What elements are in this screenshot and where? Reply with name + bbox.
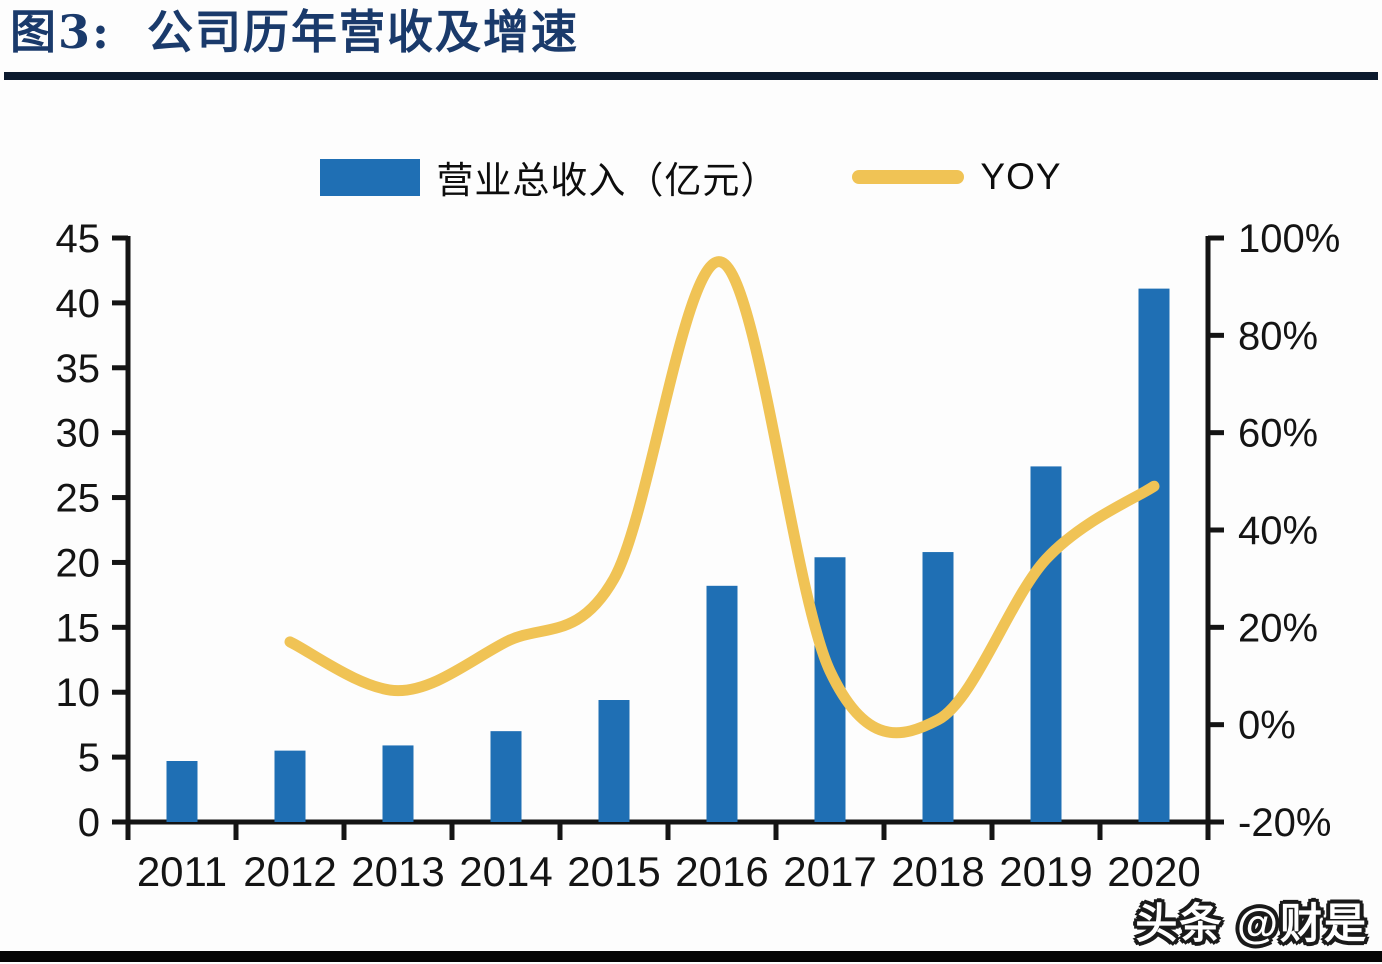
x-tick-label-2012: 2012 (243, 848, 336, 895)
y-left-tick-label: 20 (56, 541, 101, 585)
y-left-tick-label: 15 (56, 606, 101, 650)
y-right-tick-label: -20% (1238, 801, 1331, 845)
y-left-tick-label: 0 (78, 801, 100, 845)
legend-label-revenue: 营业总收入（亿元） (436, 160, 779, 201)
figure-title: 图3: 公司历年营收及增速 (10, 5, 580, 59)
x-tick-label-2020: 2020 (1107, 848, 1200, 895)
y-left-tick-label: 30 (56, 412, 101, 456)
x-tick-label-2016: 2016 (675, 848, 768, 895)
title-underline-rule (4, 72, 1378, 80)
bar-2014 (490, 731, 522, 822)
y-right-tick-label: 0% (1238, 704, 1296, 748)
yoy-line-swatch (852, 170, 965, 184)
legend-label-yoy: YOY (980, 156, 1062, 197)
bar-2020 (1138, 288, 1170, 822)
y-right-tick-label: 40% (1238, 509, 1318, 553)
revenue-bar-swatch (320, 158, 421, 196)
x-tick-label-2013: 2013 (351, 848, 444, 895)
bar-2012 (274, 750, 306, 822)
legend-item-yoy: YOY (852, 156, 1061, 198)
y-left-tick-label: 40 (56, 282, 101, 326)
bar-2016 (706, 585, 738, 822)
y-right-tick-label: 80% (1238, 314, 1318, 358)
x-tick-label-2014: 2014 (459, 848, 552, 895)
bar-2015 (598, 700, 630, 822)
y-left-tick-label: 10 (56, 671, 101, 715)
bar-2018 (922, 552, 954, 822)
y-left-tick-label: 5 (78, 736, 100, 780)
x-tick-label-2015: 2015 (567, 848, 660, 895)
y-right-tick-label: 20% (1238, 606, 1318, 650)
y-left-tick-label: 35 (56, 347, 101, 391)
y-left-tick-label: 25 (56, 477, 101, 521)
legend-item-revenue: 营业总收入（亿元） (320, 150, 778, 204)
x-tick-label-2011: 2011 (137, 848, 227, 895)
bar-2013 (382, 745, 414, 822)
bar-2011 (166, 761, 198, 822)
y-right-tick-label: 100% (1238, 217, 1340, 261)
x-tick-label-2018: 2018 (891, 848, 984, 895)
x-tick-label-2019: 2019 (999, 848, 1092, 895)
y-right-tick-label: 60% (1238, 412, 1318, 456)
chart-legend: 营业总收入（亿元） YOY (0, 150, 1382, 204)
figure-bottom-rule (0, 951, 1382, 962)
yoy-line (284, 256, 1160, 739)
y-left-tick-label: 45 (56, 217, 101, 261)
watermark: 头条 @财是 (1135, 900, 1368, 947)
bar-2019 (1030, 466, 1062, 822)
x-tick-label-2017: 2017 (783, 848, 876, 895)
